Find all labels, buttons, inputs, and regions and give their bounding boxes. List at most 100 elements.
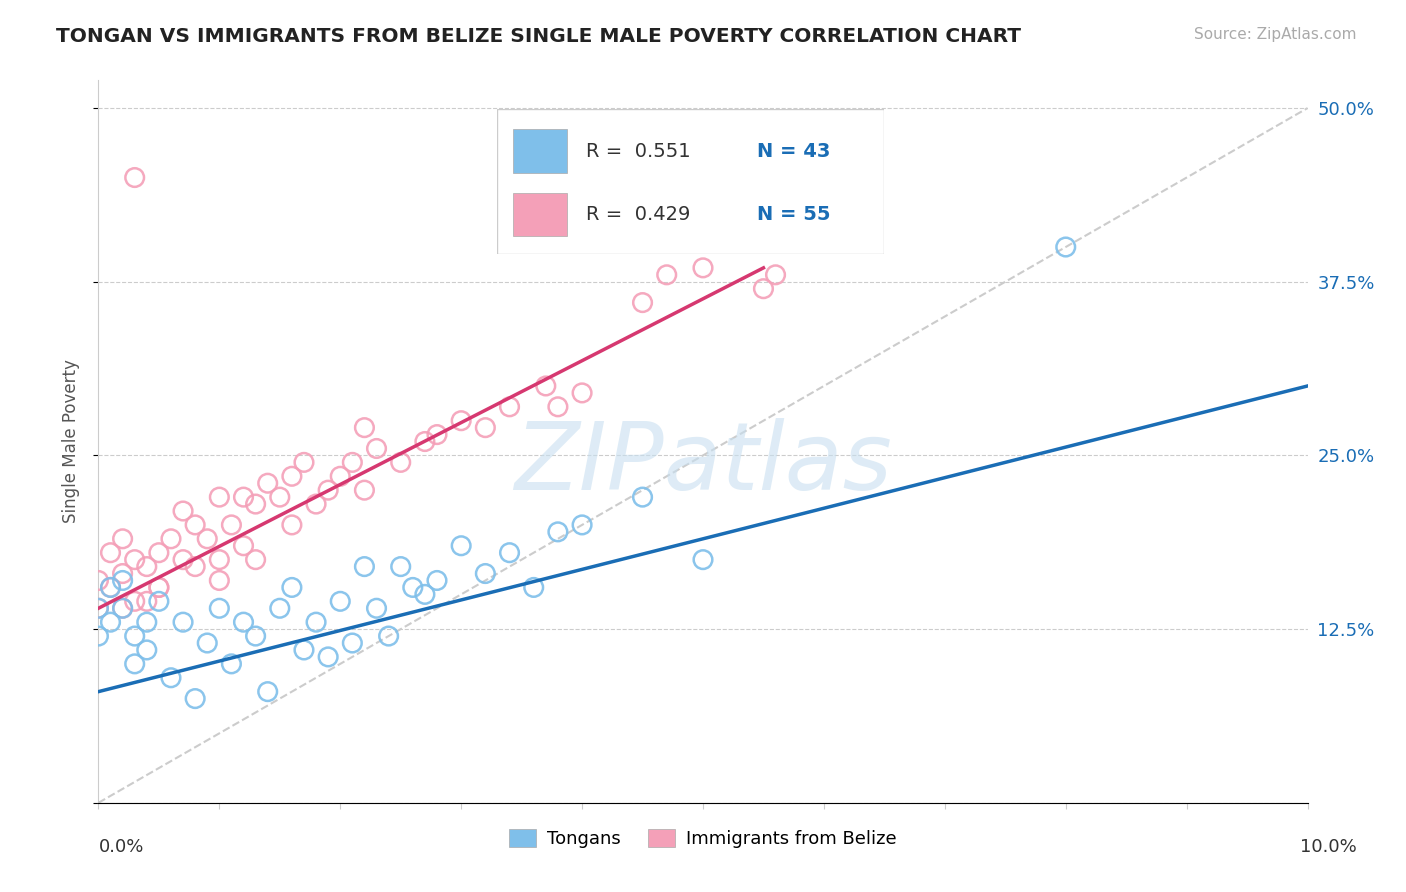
Point	[87, 629, 110, 643]
Point	[124, 629, 146, 643]
Point	[329, 469, 352, 483]
Point	[245, 629, 267, 643]
Point	[232, 615, 254, 630]
Point	[413, 587, 436, 601]
Point	[124, 594, 146, 608]
Point	[135, 615, 157, 630]
Point	[111, 566, 134, 581]
Point	[256, 476, 278, 491]
Point	[389, 559, 412, 574]
Point	[172, 615, 194, 630]
Point	[87, 574, 110, 588]
Text: Source: ZipAtlas.com: Source: ZipAtlas.com	[1194, 27, 1357, 42]
Point	[160, 532, 183, 546]
Point	[124, 657, 146, 671]
Point	[124, 552, 146, 566]
Point	[184, 691, 207, 706]
Legend: Tongans, Immigrants from Belize: Tongans, Immigrants from Belize	[502, 822, 904, 855]
Point	[366, 442, 388, 456]
Point	[547, 524, 569, 539]
Text: 0.0%: 0.0%	[98, 838, 143, 856]
Point	[221, 517, 243, 532]
Point	[221, 657, 243, 671]
Point	[655, 268, 678, 282]
Point	[353, 420, 375, 434]
Point	[366, 601, 388, 615]
Point	[426, 574, 449, 588]
Point	[631, 295, 654, 310]
Point	[571, 517, 593, 532]
Point	[195, 532, 218, 546]
Point	[111, 601, 134, 615]
Point	[281, 469, 304, 483]
Point	[100, 615, 122, 630]
Point	[269, 601, 291, 615]
Point	[87, 601, 110, 615]
Point	[100, 581, 122, 595]
Point	[269, 490, 291, 504]
Point	[353, 483, 375, 498]
Point	[100, 546, 122, 560]
Text: TONGAN VS IMMIGRANTS FROM BELIZE SINGLE MALE POVERTY CORRELATION CHART: TONGAN VS IMMIGRANTS FROM BELIZE SINGLE …	[56, 27, 1021, 45]
Point	[342, 455, 364, 469]
Point	[474, 566, 496, 581]
Text: 10.0%: 10.0%	[1301, 838, 1357, 856]
Point	[135, 643, 157, 657]
Point	[124, 170, 146, 185]
Point	[172, 504, 194, 518]
Point	[148, 581, 170, 595]
Point	[353, 559, 375, 574]
Point	[692, 260, 714, 275]
Point	[402, 581, 425, 595]
Point	[1054, 240, 1077, 254]
Point	[148, 546, 170, 560]
Point	[450, 414, 472, 428]
Point	[111, 532, 134, 546]
Point	[450, 539, 472, 553]
Point	[208, 552, 231, 566]
Point	[692, 552, 714, 566]
Point	[329, 594, 352, 608]
Point	[148, 594, 170, 608]
Point	[87, 601, 110, 615]
Point	[752, 282, 775, 296]
Point	[305, 615, 328, 630]
Point	[292, 455, 315, 469]
Point	[765, 268, 787, 282]
Point	[498, 400, 520, 414]
Point	[316, 649, 339, 664]
Point	[160, 671, 183, 685]
Point	[498, 546, 520, 560]
Point	[281, 581, 304, 595]
Point	[547, 400, 569, 414]
Point	[208, 601, 231, 615]
Point	[316, 483, 339, 498]
Point	[413, 434, 436, 449]
Point	[426, 427, 449, 442]
Y-axis label: Single Male Poverty: Single Male Poverty	[62, 359, 80, 524]
Point	[245, 497, 267, 511]
Point	[100, 581, 122, 595]
Point	[631, 490, 654, 504]
Point	[184, 517, 207, 532]
Point	[342, 636, 364, 650]
Point	[523, 581, 546, 595]
Point	[135, 594, 157, 608]
Text: ZIPatlas: ZIPatlas	[515, 417, 891, 508]
Point	[111, 601, 134, 615]
Point	[571, 385, 593, 400]
Point	[184, 559, 207, 574]
Point	[148, 581, 170, 595]
Point	[111, 574, 134, 588]
Point	[232, 539, 254, 553]
Point	[195, 636, 218, 650]
Point	[232, 490, 254, 504]
Point	[474, 420, 496, 434]
Point	[281, 517, 304, 532]
Point	[256, 684, 278, 698]
Point	[208, 490, 231, 504]
Point	[534, 379, 557, 393]
Point	[377, 629, 399, 643]
Point	[305, 497, 328, 511]
Point	[389, 455, 412, 469]
